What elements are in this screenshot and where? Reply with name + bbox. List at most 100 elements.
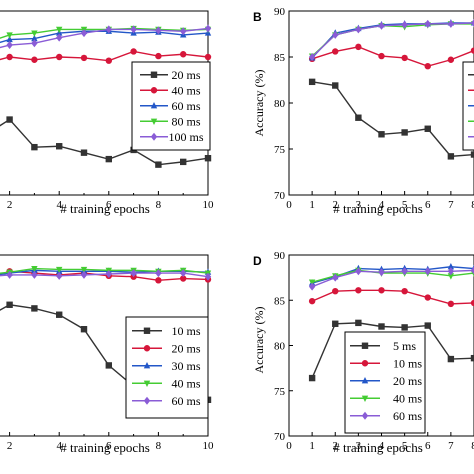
series-line	[0, 272, 209, 278]
series-1	[308, 287, 474, 308]
series-line	[312, 81, 474, 158]
data-point	[180, 27, 187, 36]
y-tick-label: 80	[274, 341, 286, 353]
data-point	[180, 158, 187, 166]
data-point	[6, 270, 13, 279]
legend-marker	[361, 376, 369, 384]
series-line	[311, 22, 474, 58]
data-point	[6, 53, 13, 61]
legend-marker	[143, 396, 151, 405]
legend-marker	[150, 101, 158, 109]
data-point	[378, 268, 385, 277]
data-point	[180, 275, 187, 282]
data-point	[308, 297, 316, 305]
data-point	[332, 273, 339, 282]
series-line	[311, 46, 474, 67]
series-1	[0, 48, 212, 64]
x-tick-label: 6	[106, 199, 112, 211]
legend-label: 20 ms	[171, 341, 200, 355]
x-tick-label: 8	[156, 199, 162, 211]
legend-label: 40 ms	[171, 376, 200, 390]
data-point	[470, 266, 474, 275]
data-point	[378, 131, 385, 138]
y-tick-label: 80	[274, 98, 286, 110]
x-tick-label: 2	[7, 199, 13, 211]
legend-label: 100 ms	[168, 130, 203, 144]
data-point	[470, 151, 474, 158]
x-tick-label: 4	[379, 440, 385, 452]
x-tick-label: 8	[156, 440, 162, 452]
chart-panel-c: 2 4 6 8 10 # training epochs 10 ms 20 ms 30 ms 40…	[0, 254, 214, 455]
data-point	[31, 56, 38, 63]
legend-marker	[143, 345, 151, 352]
data-point	[401, 20, 408, 29]
x-axis-label: # training epochs	[60, 201, 150, 216]
data-point	[447, 355, 455, 363]
x-axis-label: # training epochs	[60, 440, 150, 455]
chart-panel-d: 0 1 2 3 4 5 6 7 8 70 75 80 85 90 # training epochs Accu…	[252, 250, 474, 455]
x-tick-label: 0	[286, 440, 292, 452]
data-point	[470, 18, 474, 27]
data-point	[424, 62, 431, 70]
data-point	[355, 25, 362, 34]
data-point	[80, 270, 88, 279]
data-point	[378, 287, 385, 294]
x-tick-label: 1	[309, 440, 315, 452]
x-tick-label: 4	[379, 199, 385, 211]
series-0	[308, 319, 474, 382]
panel-letter: D	[253, 254, 262, 268]
x-tick-label: 4	[56, 440, 62, 452]
x-tick-label: 6	[425, 440, 431, 452]
data-point	[31, 270, 38, 279]
data-point	[56, 143, 63, 150]
data-point	[204, 53, 212, 61]
legend-marker	[361, 395, 369, 403]
data-point	[56, 33, 63, 42]
data-point	[424, 322, 431, 329]
x-axis-label: # training epochs	[333, 201, 423, 216]
data-point	[105, 270, 112, 279]
data-point	[332, 48, 339, 55]
x-tick-label: 6	[425, 199, 431, 211]
data-point	[401, 267, 408, 276]
data-point	[31, 30, 38, 37]
data-point	[155, 26, 162, 35]
legend-marker	[143, 380, 151, 388]
legend-label: 30 ms	[171, 359, 200, 373]
data-point	[470, 354, 474, 362]
y-tick-label: 70	[274, 431, 286, 443]
data-point	[204, 272, 212, 281]
legend-marker	[361, 342, 369, 349]
data-point	[308, 374, 316, 382]
data-point	[80, 149, 88, 156]
legend-marker	[361, 360, 369, 367]
data-point	[6, 35, 13, 43]
data-point	[105, 57, 113, 64]
data-point	[424, 267, 431, 276]
series-0	[308, 78, 474, 160]
legend-label: 60 ms	[171, 99, 200, 113]
data-point	[56, 311, 63, 318]
x-tick-label: 7	[448, 199, 454, 211]
legend: 10 ms 20 ms 30 ms 40 ms 60 ms	[125, 316, 209, 419]
data-point	[155, 52, 162, 60]
data-point	[447, 273, 455, 280]
legend-label: 10 ms	[171, 324, 200, 338]
legend-label: 20 ms	[171, 68, 200, 82]
x-tick-label: 5	[402, 440, 408, 452]
series-4	[308, 18, 474, 61]
legend-label: 40 ms	[171, 83, 200, 97]
data-point	[424, 19, 431, 28]
data-point	[447, 153, 455, 160]
data-point	[105, 25, 112, 34]
series-4	[0, 269, 212, 281]
x-tick-label: 6	[106, 440, 112, 452]
series-line	[0, 50, 209, 62]
data-point	[447, 262, 455, 270]
data-point	[180, 51, 187, 58]
legend: 5 ms 10 ms 20 ms 40 ms 60 ms	[344, 331, 426, 434]
data-point	[56, 53, 63, 61]
data-point	[401, 54, 408, 62]
x-tick-label: 5	[402, 199, 408, 211]
